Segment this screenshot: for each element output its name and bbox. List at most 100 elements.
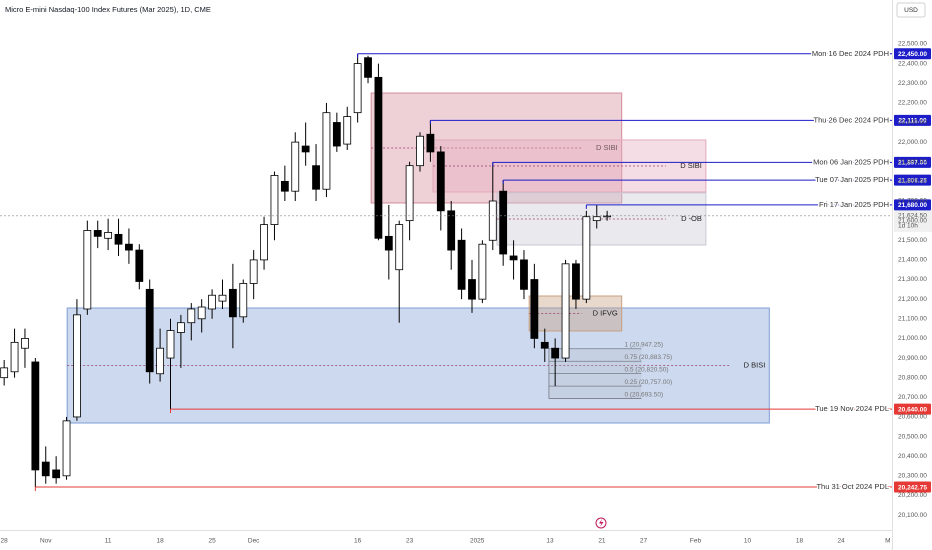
last-price-label: 21,624.50 — [898, 213, 927, 220]
level-label: Fri 17 Jan 2025 PDH — [819, 200, 889, 209]
y-tick-label: 21,100.00 — [898, 316, 927, 323]
level-value: 21,897.00 — [898, 160, 927, 167]
levels: 21,624.50 1d 10h Mon 16 Dec 2024 PDH 22,450… — [0, 47, 932, 493]
y-tick-label: 20,900.00 — [898, 355, 927, 362]
level-label: Tue 19 Nov 2024 PDL — [815, 404, 889, 413]
x-tick-label: 28 — [1, 538, 9, 545]
candle-body — [104, 232, 113, 239]
y-tick-label: 21,700.00 — [898, 198, 927, 205]
x-tick-label: 23 — [406, 538, 414, 545]
candle-body — [592, 216, 601, 222]
level-tag — [894, 199, 931, 211]
candle-body — [73, 314, 81, 418]
candle-body — [426, 133, 435, 153]
level-label: Thu 26 Dec 2024 PDH — [814, 115, 889, 124]
candle-body — [41, 461, 50, 477]
level-value: 22,111.00 — [898, 118, 927, 125]
candle-body — [291, 141, 300, 192]
candle-body — [416, 135, 424, 167]
candle-body — [270, 175, 279, 225]
candle-body — [208, 294, 216, 310]
y-tick-label: 22,200.00 — [898, 100, 927, 107]
candle-body — [31, 361, 40, 471]
y-tick-label: 21,600.00 — [898, 217, 927, 224]
candle-body — [332, 122, 341, 147]
y-tick-label: 21,200.00 — [898, 296, 927, 303]
candle-body — [353, 63, 362, 114]
fib-label: 0.75 (20,883.75) — [624, 354, 672, 361]
candle-body — [551, 347, 560, 359]
level-label: Tue 07 Jan 2025 PDH — [815, 175, 889, 184]
y-tick-label: 21,300.00 — [898, 276, 927, 283]
candle-body — [187, 308, 196, 324]
last-price-tag — [894, 209, 932, 232]
x-tick-label: 21 — [598, 538, 606, 545]
level-tag — [894, 174, 931, 186]
y-tick-label: 22,100.00 — [898, 119, 927, 126]
x-tick-label: 2025 — [470, 538, 485, 545]
candle-body — [509, 255, 518, 261]
x-tick-label: Feb — [690, 538, 702, 545]
currency: USD — [904, 7, 918, 14]
level-label: Thu 31 Oct 2024 PDL — [816, 482, 889, 491]
candle-body — [93, 230, 102, 237]
candle-body — [0, 367, 9, 379]
candle-body — [384, 235, 393, 251]
level-tag — [894, 156, 931, 168]
candle-body — [520, 259, 528, 290]
x-tick-label: 24 — [837, 538, 845, 545]
y-tick-label: 20,500.00 — [898, 433, 927, 440]
zone-label: D BISI — [744, 360, 766, 369]
y-tick-label: 20,600.00 — [898, 414, 927, 421]
candle-body — [540, 341, 549, 349]
y-tick-label: 21,400.00 — [898, 257, 927, 264]
level-value: 21,680.00 — [898, 202, 927, 209]
y-tick-label: 20,200.00 — [898, 492, 927, 499]
y-tick-label: 22,300.00 — [898, 80, 927, 87]
candle-body — [166, 330, 175, 359]
candle-body — [83, 230, 92, 310]
candle-body — [436, 151, 445, 212]
y-tick-label: 20,400.00 — [898, 453, 927, 460]
x-tick-label: 27 — [640, 538, 648, 545]
candle-body — [62, 420, 71, 477]
candle-body — [218, 294, 227, 302]
level-tag — [894, 48, 931, 60]
chart-title: Micro E-mini Nasdaq-100 Index Futures (M… — [5, 5, 211, 14]
fib-label: 1 (20,947.25) — [624, 341, 663, 348]
y-tick-label: 22,500.00 — [898, 41, 927, 48]
candle-body — [447, 210, 456, 251]
candle-body — [572, 263, 580, 300]
candle-body — [561, 263, 570, 359]
candle-body — [10, 341, 19, 373]
y-tick-label: 22,400.00 — [898, 60, 927, 67]
candle-body — [21, 338, 29, 349]
y-tick-label: 21,800.00 — [898, 178, 927, 185]
x-tick-label: M — [885, 538, 890, 545]
candle-body — [249, 259, 258, 284]
candle-body — [52, 469, 61, 479]
level-label: Mon 06 Jan 2025 PDH — [813, 157, 889, 166]
candle-body — [374, 76, 383, 239]
level-value: 20,640.00 — [898, 406, 927, 413]
y-tick-label: 21,500.00 — [898, 237, 927, 244]
zone-label: D SIBI — [596, 143, 618, 152]
candle-body — [197, 306, 206, 320]
y-tick-label: 21,000.00 — [898, 335, 927, 342]
axes: 20,100.00 20,200.00 20,300.00 20,400.00 20,5… — [1, 41, 928, 545]
level-tag — [894, 114, 931, 126]
level-value: 21,806.25 — [898, 177, 927, 184]
currency-box[interactable] — [896, 2, 926, 18]
y-tick-label: 20,700.00 — [898, 394, 927, 401]
candle-body — [405, 165, 414, 222]
candle-body — [395, 224, 404, 271]
candle-body — [228, 288, 237, 318]
candle-body — [530, 279, 539, 339]
y-tick-label: 20,800.00 — [898, 374, 927, 381]
candle-body — [364, 57, 372, 78]
x-tick-label: 18 — [156, 538, 164, 545]
level-value: 20,242.75 — [898, 484, 927, 491]
candle-body — [488, 200, 497, 241]
candle-body — [582, 216, 591, 300]
